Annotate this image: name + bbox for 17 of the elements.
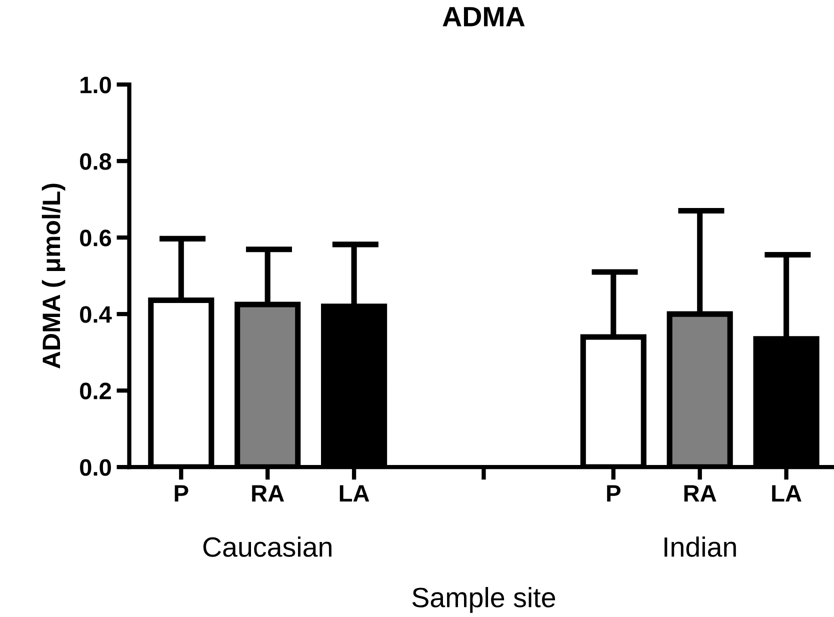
x-tick-label: RA [252,485,284,502]
y-tick-label: 0.8 [80,153,112,170]
x-tick-label: P [607,485,620,502]
x-tick-label: LA [772,485,802,502]
x-tick-label: LA [340,485,370,502]
x-axis-title: Sample site [412,586,556,613]
x-tick-label: RA [684,485,716,502]
y-tick-label: 0.4 [80,306,112,323]
y-tick-label: 0.2 [80,382,111,400]
y-tick-label: 0.6 [80,230,112,246]
text: Indian [664,536,736,557]
y-axis-title: ADMA ( μmol/L) [42,184,66,368]
chart-title: ADMA [442,7,525,26]
y-tick-label: 1.0 [80,76,111,94]
y-tick-label: 0.0 [80,459,111,476]
x-tick-label: P [174,485,188,502]
text: Caucasian [203,536,332,557]
